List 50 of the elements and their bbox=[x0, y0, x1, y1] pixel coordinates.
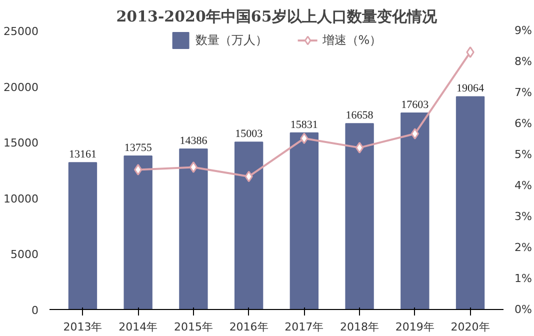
point bbox=[466, 46, 474, 58]
data-label: 15003 bbox=[235, 128, 264, 140]
y2-tick-label: 9% bbox=[514, 24, 532, 37]
bar bbox=[234, 142, 264, 310]
point bbox=[244, 170, 253, 182]
x-tick-label: 2016年 bbox=[229, 320, 268, 334]
y2-tick-label: 4% bbox=[514, 179, 532, 192]
y-tick-label: 5000 bbox=[10, 248, 39, 262]
x-tick-label: 2020年 bbox=[450, 320, 490, 334]
bar bbox=[290, 132, 319, 310]
point bbox=[355, 142, 364, 154]
y2-tick-label: 0% bbox=[514, 303, 532, 316]
y-tick-label: 10000 bbox=[4, 192, 39, 206]
x-tick-label: 2017年 bbox=[284, 320, 324, 334]
bar bbox=[179, 148, 208, 310]
x-tick-label: 2018年 bbox=[340, 320, 380, 334]
y-tick-label: 25000 bbox=[4, 25, 39, 38]
data-label: 17603 bbox=[401, 99, 430, 112]
point bbox=[134, 164, 142, 176]
bar bbox=[456, 96, 485, 310]
y2-tick-label: 2% bbox=[514, 241, 532, 254]
x-tick-label: 2013年 bbox=[63, 320, 102, 334]
y2-tick-label: 6% bbox=[514, 117, 532, 130]
bar bbox=[124, 155, 152, 310]
x-tick-label: 2015年 bbox=[174, 320, 213, 334]
point bbox=[300, 132, 308, 144]
y-tick-label: 0 bbox=[32, 304, 38, 317]
y2-tick-label: 3% bbox=[514, 210, 532, 223]
data-label: 16658 bbox=[346, 110, 374, 122]
x-tick-label: 2014年 bbox=[118, 320, 158, 334]
y-tick-label: 15000 bbox=[4, 136, 39, 150]
bar bbox=[68, 162, 98, 310]
chart-title: 2013-2020年中国65岁以上人口数量变化情况 bbox=[116, 8, 438, 26]
data-label: 15831 bbox=[290, 118, 318, 131]
data-label: 14386 bbox=[180, 134, 208, 147]
legend-label: 数量（万人） bbox=[195, 32, 268, 48]
y2-tick-label: 8% bbox=[514, 55, 532, 68]
data-label: 13755 bbox=[124, 142, 152, 154]
legend-label: 增速（%） bbox=[322, 32, 382, 48]
y2-tick-label: 1% bbox=[514, 272, 532, 285]
y2-tick-label: 7% bbox=[514, 86, 532, 99]
data-label: 19064 bbox=[456, 82, 485, 95]
point bbox=[410, 128, 419, 140]
data-label: 13161 bbox=[68, 148, 96, 161]
x-tick-label: 2019年 bbox=[395, 320, 434, 334]
bar bbox=[400, 112, 430, 310]
bar bbox=[345, 123, 374, 310]
y2-tick-label: 5% bbox=[514, 148, 532, 161]
point bbox=[189, 161, 198, 173]
y-tick-label: 20000 bbox=[4, 80, 39, 94]
